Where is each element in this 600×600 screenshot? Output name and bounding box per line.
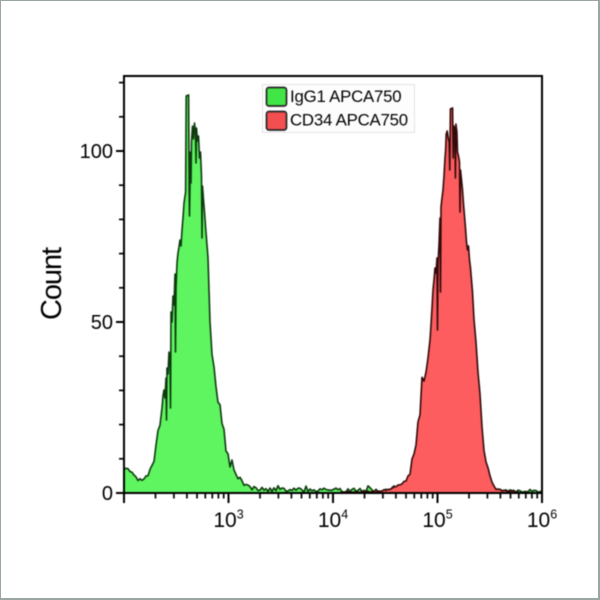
svg-text:50: 50: [91, 312, 113, 334]
svg-text:103: 103: [213, 508, 243, 533]
svg-text:100: 100: [80, 141, 113, 163]
svg-text:0: 0: [102, 483, 113, 505]
svg-text:Count: Count: [36, 247, 68, 320]
svg-text:CD34 APCA750: CD34 APCA750: [290, 111, 408, 130]
svg-text:106: 106: [527, 508, 557, 533]
svg-text:104: 104: [318, 508, 348, 533]
svg-text:105: 105: [422, 508, 452, 533]
svg-text:IgG1 APCA750: IgG1 APCA750: [290, 87, 401, 106]
